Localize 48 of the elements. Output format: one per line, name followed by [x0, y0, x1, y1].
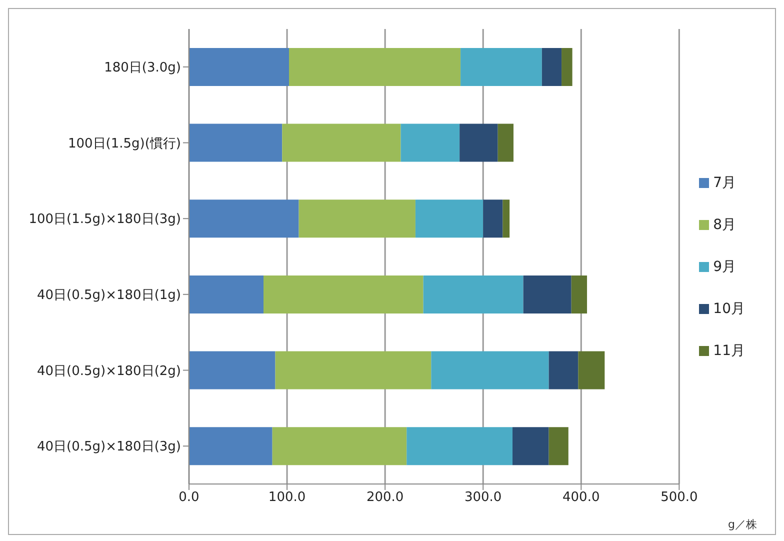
- y-tick-label: 40日(0.5g)×180日(2g): [37, 364, 181, 379]
- bar: [189, 124, 282, 162]
- bar: [562, 48, 572, 86]
- bar: [423, 275, 524, 314]
- bar: [406, 427, 513, 466]
- bar: [431, 351, 549, 390]
- bar: [578, 351, 605, 390]
- y-tick-label: 180日(3.0g): [104, 60, 181, 76]
- x-tick-label: 300.0: [464, 490, 502, 506]
- x-tick-label: 400.0: [562, 490, 600, 506]
- legend-label: 8月: [713, 216, 736, 232]
- legend-label: 7月: [713, 174, 736, 190]
- x-tick-label: 500.0: [660, 490, 698, 506]
- bar: [542, 48, 562, 86]
- x-tick-label: 200.0: [366, 490, 404, 506]
- bar: [400, 124, 460, 162]
- y-tick-label: 40日(0.5g)×180日(3g): [37, 440, 181, 455]
- legend-label: 9月: [713, 258, 736, 274]
- bar: [512, 427, 549, 466]
- bar: [502, 200, 510, 238]
- y-tick-label: 100日(1.5g)×180日(3g): [28, 212, 181, 228]
- legend-label: 10月: [713, 300, 745, 316]
- bar: [282, 124, 401, 162]
- y-tick-label: 100日(1.5g)(慣行): [68, 136, 181, 152]
- x-tick-label: 100.0: [268, 490, 306, 506]
- bar: [189, 200, 299, 238]
- bar: [298, 200, 416, 238]
- bar: [548, 427, 568, 466]
- bar: [571, 275, 588, 314]
- y-tick-label: 40日(0.5g)×180日(1g): [37, 288, 181, 304]
- bar: [272, 427, 407, 466]
- bar: [189, 48, 289, 86]
- legend-label: 11月: [713, 342, 745, 358]
- bar: [415, 200, 484, 238]
- bar: [275, 351, 432, 390]
- bar: [548, 351, 578, 390]
- bar: [460, 124, 498, 162]
- text: g／株: [728, 517, 757, 532]
- bar: [288, 48, 461, 86]
- bar: [483, 200, 503, 238]
- bar: [264, 275, 424, 314]
- bar: [498, 124, 514, 162]
- bar: [523, 275, 572, 314]
- x-tick-label: 0.0: [178, 490, 200, 506]
- bar: [189, 427, 272, 466]
- bar: [189, 275, 264, 314]
- bar: [189, 351, 276, 390]
- bar: [460, 48, 542, 86]
